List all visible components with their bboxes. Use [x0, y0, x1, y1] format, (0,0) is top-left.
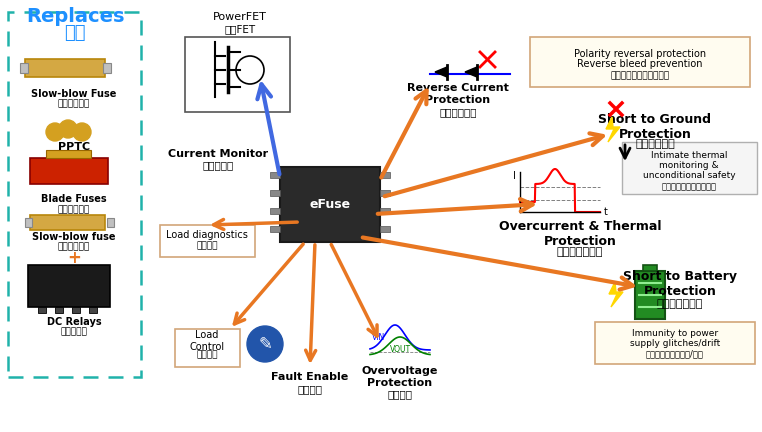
FancyBboxPatch shape: [20, 63, 28, 73]
Text: Load
Control: Load Control: [190, 330, 225, 352]
Text: 慢熔断保险丝: 慢熔断保险丝: [58, 242, 90, 251]
FancyBboxPatch shape: [380, 226, 390, 232]
FancyBboxPatch shape: [25, 59, 105, 77]
Circle shape: [46, 123, 64, 141]
Text: Fault Enable: Fault Enable: [271, 372, 349, 382]
Text: Overvoltage
Protection: Overvoltage Protection: [362, 366, 438, 388]
Text: DC Relays: DC Relays: [46, 317, 101, 327]
FancyBboxPatch shape: [380, 208, 390, 214]
Text: Slow-blow Fuse: Slow-blow Fuse: [31, 89, 117, 99]
Polygon shape: [606, 117, 620, 142]
FancyBboxPatch shape: [270, 226, 280, 232]
Text: 更换: 更换: [64, 24, 86, 42]
Text: Reverse Current
Protection: Reverse Current Protection: [407, 83, 509, 105]
Text: PPTC: PPTC: [58, 142, 90, 152]
Text: Replaces: Replaces: [26, 7, 124, 26]
Text: 对地短路保护: 对地短路保护: [635, 139, 675, 149]
FancyBboxPatch shape: [270, 208, 280, 214]
FancyBboxPatch shape: [185, 37, 290, 112]
FancyBboxPatch shape: [38, 307, 46, 313]
Circle shape: [236, 56, 264, 84]
FancyBboxPatch shape: [107, 218, 114, 227]
Polygon shape: [465, 67, 477, 77]
FancyBboxPatch shape: [270, 172, 280, 178]
Text: ✎: ✎: [258, 335, 272, 353]
Text: 反向电流保护: 反向电流保护: [439, 107, 477, 117]
Text: Polarity reversal protection: Polarity reversal protection: [574, 49, 706, 59]
FancyBboxPatch shape: [72, 307, 80, 313]
Text: t: t: [604, 207, 608, 217]
FancyBboxPatch shape: [46, 150, 91, 158]
Text: Overcurrent & Thermal
Protection: Overcurrent & Thermal Protection: [499, 220, 661, 248]
Text: Intimate thermal: Intimate thermal: [651, 152, 727, 161]
Text: 密切的热监测和无忧安全: 密切的热监测和无忧安全: [661, 182, 716, 191]
Text: 负载诊断: 负载诊断: [197, 241, 218, 251]
Text: 可防止出现电压毛刺/漂移: 可防止出现电压毛刺/漂移: [646, 349, 704, 359]
Text: VOUT: VOUT: [390, 344, 411, 353]
Text: I: I: [513, 171, 516, 181]
Circle shape: [59, 120, 77, 138]
Text: supply glitches/drift: supply glitches/drift: [630, 339, 720, 347]
Text: Slow-blow fuse: Slow-blow fuse: [32, 232, 116, 242]
FancyBboxPatch shape: [55, 307, 63, 313]
FancyBboxPatch shape: [530, 37, 750, 87]
Text: eFuse: eFuse: [309, 198, 351, 211]
Text: Load diagnostics: Load diagnostics: [166, 230, 248, 240]
Text: 反极性保护避免反向渗出: 反极性保护避免反向渗出: [610, 72, 670, 80]
Text: Reverse bleed prevention: Reverse bleed prevention: [578, 59, 703, 69]
FancyBboxPatch shape: [280, 167, 380, 242]
Text: 负载控制: 负载控制: [197, 350, 218, 359]
Text: 刀片式保险丝: 刀片式保险丝: [58, 206, 90, 215]
Text: Immunity to power: Immunity to power: [632, 328, 718, 337]
Bar: [8, 12, 141, 377]
Text: 过压保护: 过压保护: [388, 389, 412, 399]
Text: 电流监控器: 电流监控器: [203, 160, 234, 170]
Text: 慢熔断保险丝: 慢熔断保险丝: [58, 99, 90, 108]
FancyBboxPatch shape: [28, 265, 110, 307]
Polygon shape: [435, 67, 447, 77]
Text: 功率FET: 功率FET: [225, 24, 255, 34]
FancyBboxPatch shape: [103, 63, 111, 73]
FancyBboxPatch shape: [89, 307, 97, 313]
Text: 过流和过热保护: 过流和过热保护: [557, 247, 604, 257]
FancyBboxPatch shape: [160, 225, 255, 257]
FancyBboxPatch shape: [595, 322, 755, 364]
FancyBboxPatch shape: [380, 172, 390, 178]
FancyBboxPatch shape: [622, 142, 757, 194]
Text: 直流继电器: 直流继电器: [60, 327, 88, 337]
Text: Blade Fuses: Blade Fuses: [41, 194, 107, 204]
Text: VIN: VIN: [372, 333, 386, 342]
FancyBboxPatch shape: [175, 329, 240, 367]
Circle shape: [247, 326, 283, 362]
Text: Short to Ground
Protection: Short to Ground Protection: [598, 113, 712, 141]
Polygon shape: [609, 282, 623, 307]
Text: Short to Battery
Protection: Short to Battery Protection: [623, 270, 737, 298]
Text: PowerFET: PowerFET: [213, 12, 267, 22]
Text: monitoring &: monitoring &: [659, 162, 719, 171]
FancyBboxPatch shape: [643, 265, 657, 271]
FancyBboxPatch shape: [30, 215, 105, 230]
Text: 对电池短路保护: 对电池短路保护: [657, 299, 703, 309]
FancyBboxPatch shape: [270, 190, 280, 196]
FancyBboxPatch shape: [635, 271, 665, 319]
FancyBboxPatch shape: [25, 218, 32, 227]
Text: Current Monitor: Current Monitor: [168, 149, 268, 159]
Circle shape: [73, 123, 91, 141]
Text: unconditional safety: unconditional safety: [642, 172, 735, 181]
Text: +: +: [67, 249, 81, 267]
FancyBboxPatch shape: [380, 190, 390, 196]
FancyBboxPatch shape: [30, 158, 108, 184]
Text: 故障报告: 故障报告: [297, 384, 322, 394]
